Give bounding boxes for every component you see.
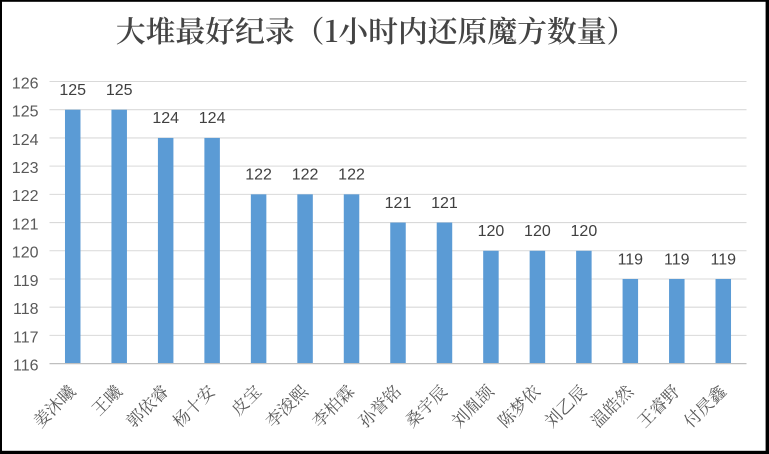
svg-text:120: 120 bbox=[571, 223, 598, 240]
svg-text:122: 122 bbox=[12, 188, 39, 205]
svg-text:119: 119 bbox=[711, 251, 737, 268]
svg-text:119: 119 bbox=[664, 251, 690, 268]
svg-text:122: 122 bbox=[292, 167, 319, 184]
svg-text:120: 120 bbox=[478, 223, 505, 240]
svg-text:119: 119 bbox=[618, 251, 644, 268]
svg-text:120: 120 bbox=[524, 223, 551, 240]
svg-text:125: 125 bbox=[106, 82, 133, 99]
svg-text:116: 116 bbox=[13, 358, 39, 375]
svg-text:122: 122 bbox=[338, 167, 365, 184]
svg-text:126: 126 bbox=[12, 75, 39, 92]
svg-text:118: 118 bbox=[13, 301, 39, 318]
svg-text:124: 124 bbox=[12, 132, 39, 149]
svg-text:125: 125 bbox=[59, 82, 86, 99]
svg-text:117: 117 bbox=[13, 329, 39, 346]
svg-text:121: 121 bbox=[431, 195, 458, 212]
svg-text:120: 120 bbox=[12, 245, 39, 262]
svg-text:121: 121 bbox=[12, 216, 39, 233]
svg-text:124: 124 bbox=[152, 110, 179, 127]
svg-text:121: 121 bbox=[385, 195, 412, 212]
svg-text:122: 122 bbox=[245, 167, 272, 184]
svg-text:125: 125 bbox=[12, 104, 39, 121]
svg-text:124: 124 bbox=[199, 110, 226, 127]
svg-text:119: 119 bbox=[13, 273, 39, 290]
svg-text:123: 123 bbox=[12, 160, 39, 177]
